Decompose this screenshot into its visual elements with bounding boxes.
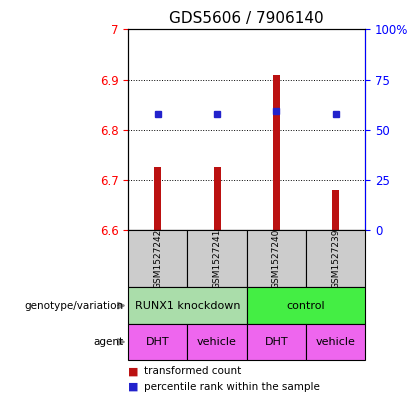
Text: agent: agent bbox=[94, 337, 124, 347]
Text: RUNX1 knockdown: RUNX1 knockdown bbox=[135, 301, 240, 310]
Text: vehicle: vehicle bbox=[197, 337, 237, 347]
Text: ■: ■ bbox=[128, 382, 142, 392]
Text: genotype/variation: genotype/variation bbox=[25, 301, 124, 310]
Bar bbox=[273, 75, 280, 230]
Bar bbox=[247, 287, 365, 324]
Text: GSM1527241: GSM1527241 bbox=[213, 228, 222, 288]
Bar bbox=[128, 287, 247, 324]
Bar bbox=[332, 190, 339, 230]
Bar bbox=[154, 167, 161, 230]
Text: DHT: DHT bbox=[146, 337, 170, 347]
Text: DHT: DHT bbox=[265, 337, 288, 347]
Bar bbox=[128, 230, 187, 287]
Text: transformed count: transformed count bbox=[144, 366, 241, 376]
Bar bbox=[128, 324, 187, 360]
Text: vehicle: vehicle bbox=[316, 337, 356, 347]
Bar bbox=[187, 230, 247, 287]
Text: ■: ■ bbox=[128, 366, 142, 376]
Bar bbox=[247, 230, 306, 287]
Text: GSM1527242: GSM1527242 bbox=[153, 228, 162, 288]
Text: control: control bbox=[287, 301, 326, 310]
Bar bbox=[306, 324, 365, 360]
Title: GDS5606 / 7906140: GDS5606 / 7906140 bbox=[169, 11, 324, 26]
Bar bbox=[187, 324, 247, 360]
Text: GSM1527239: GSM1527239 bbox=[331, 228, 340, 288]
Text: GSM1527240: GSM1527240 bbox=[272, 228, 281, 288]
Bar bbox=[247, 324, 306, 360]
Bar bbox=[213, 167, 221, 230]
Bar bbox=[306, 230, 365, 287]
Text: percentile rank within the sample: percentile rank within the sample bbox=[144, 382, 320, 392]
